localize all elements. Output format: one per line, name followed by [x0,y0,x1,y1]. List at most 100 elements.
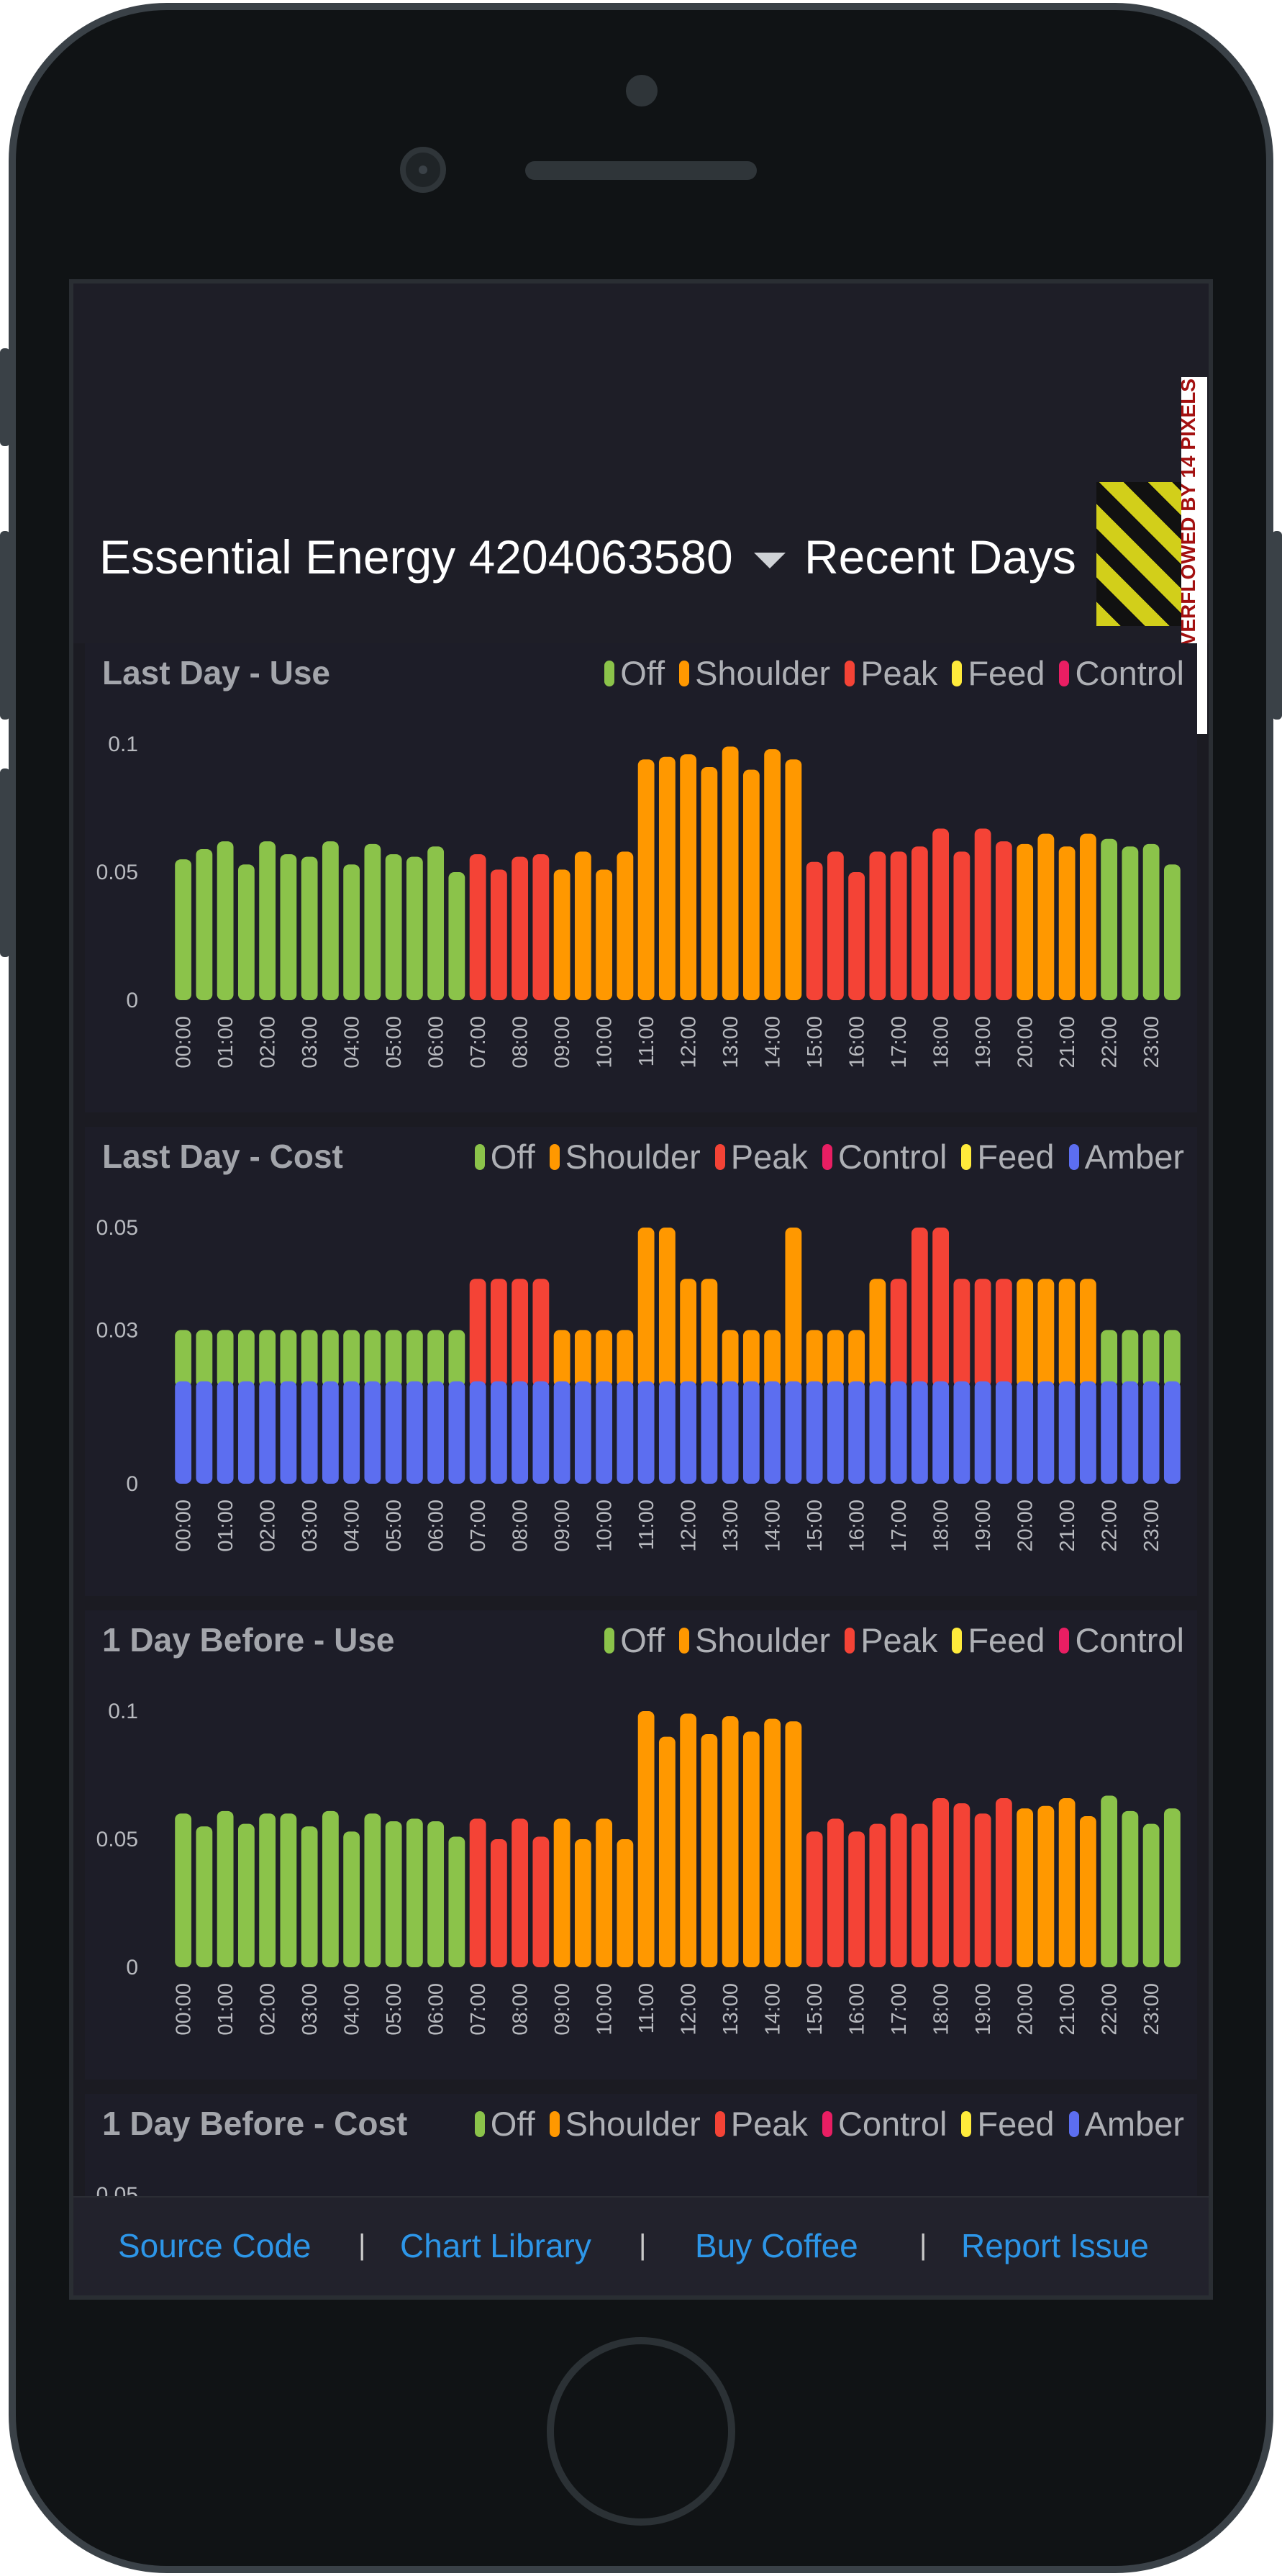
bar-amber[interactable] [1017,1381,1034,1484]
bar-shoulder[interactable] [764,1330,781,1387]
legend-item-off[interactable]: Off [604,653,665,693]
bar-peak[interactable] [953,1803,970,1967]
bar-off[interactable] [364,1330,381,1387]
bar-shoulder[interactable] [1079,1815,1096,1967]
bar-peak[interactable] [911,846,928,1000]
bar-peak[interactable] [995,1279,1012,1387]
legend-item-shoulder[interactable]: Shoulder [549,1137,701,1176]
bar-amber[interactable] [175,1381,192,1484]
bar-peak[interactable] [869,851,886,1000]
bar-off[interactable] [343,1831,360,1967]
bar-shoulder[interactable] [785,759,802,1000]
bar-shoulder[interactable] [658,1228,676,1387]
bar-shoulder[interactable] [827,1330,844,1387]
bar-shoulder[interactable] [637,759,655,1000]
bar-amber[interactable] [364,1381,381,1484]
legend-item-amber[interactable]: Amber [1068,2104,1184,2144]
bar-amber[interactable] [301,1381,318,1484]
bar-amber[interactable] [1101,1381,1118,1484]
bar-amber[interactable] [1163,1381,1181,1484]
bar-off[interactable] [175,859,192,1000]
bar-off[interactable] [301,856,318,1000]
bar-amber[interactable] [974,1381,991,1484]
bar-shoulder[interactable] [1037,833,1055,1000]
bar-peak[interactable] [532,1836,550,1967]
bar-shoulder[interactable] [1058,1279,1076,1387]
bar-peak[interactable] [532,1279,550,1387]
bar-off[interactable] [1163,864,1181,1000]
bar-off[interactable] [259,1330,276,1387]
bar-shoulder[interactable] [596,1330,613,1387]
bar-off[interactable] [406,1330,423,1387]
bar-off[interactable] [1142,1823,1160,1967]
bar-amber[interactable] [280,1381,297,1484]
bar-off[interactable] [1142,843,1160,1000]
bar-shoulder[interactable] [658,756,676,1000]
bar-peak[interactable] [953,851,970,1000]
bar-peak[interactable] [469,1279,486,1387]
bar-amber[interactable] [490,1381,507,1484]
bar-amber[interactable] [427,1381,445,1484]
bar-peak[interactable] [512,1279,529,1387]
bar-off[interactable] [1101,838,1118,1000]
bar-amber[interactable] [406,1381,423,1484]
bar-amber[interactable] [448,1381,465,1484]
bar-off[interactable] [1101,1330,1118,1387]
bar-amber[interactable] [722,1381,739,1484]
bar-amber[interactable] [848,1381,865,1484]
bar-peak[interactable] [953,1279,970,1387]
bar-off[interactable] [364,843,381,1000]
legend-item-shoulder[interactable]: Shoulder [549,2104,701,2144]
legend-item-shoulder[interactable]: Shoulder [679,653,830,693]
bar-amber[interactable] [1142,1381,1160,1484]
chart-library-link[interactable]: Chart Library [400,2227,591,2264]
bar-amber[interactable] [827,1381,844,1484]
bar-peak[interactable] [911,1823,928,1967]
bar-amber[interactable] [1122,1381,1139,1484]
bar-peak[interactable] [490,1839,507,1967]
bar-off[interactable] [237,864,255,1000]
bar-amber[interactable] [701,1381,718,1484]
legend-item-feed[interactable]: Feed [952,1620,1045,1660]
bar-off[interactable] [217,1330,234,1387]
bar-amber[interactable] [1037,1381,1055,1484]
bar-amber[interactable] [637,1381,655,1484]
bar-shoulder[interactable] [785,1228,802,1387]
bar-off[interactable] [280,854,297,1000]
bar-peak[interactable] [512,856,529,1000]
bar-off[interactable] [448,1836,465,1967]
bar-off[interactable] [343,864,360,1000]
bar-off[interactable] [427,1330,445,1387]
bar-amber[interactable] [322,1381,339,1484]
bar-amber[interactable] [806,1381,823,1484]
bar-shoulder[interactable] [596,1818,613,1967]
bar-off[interactable] [280,1813,297,1967]
bar-amber[interactable] [617,1381,634,1484]
bar-off[interactable] [1122,846,1139,1000]
bar-shoulder[interactable] [1037,1805,1055,1967]
bar-amber[interactable] [911,1381,928,1484]
bar-peak[interactable] [932,1228,950,1387]
bar-shoulder[interactable] [617,851,634,1000]
bar-off[interactable] [448,872,465,1000]
bar-off[interactable] [1122,1810,1139,1967]
home-button[interactable] [547,2337,735,2526]
bar-peak[interactable] [974,1279,991,1387]
bar-off[interactable] [196,848,213,1000]
bar-off[interactable] [364,1813,381,1967]
bar-off[interactable] [343,1330,360,1387]
legend-item-off[interactable]: Off [474,1137,535,1176]
legend-item-control[interactable]: Control [822,1137,947,1176]
bar-shoulder[interactable] [742,1731,760,1967]
legend-item-shoulder[interactable]: Shoulder [679,1620,830,1660]
bar-amber[interactable] [932,1381,950,1484]
bar-shoulder[interactable] [848,1330,865,1387]
bar-amber[interactable] [742,1381,760,1484]
bar-shoulder[interactable] [574,1839,591,1967]
bar-shoulder[interactable] [806,1330,823,1387]
bar-shoulder[interactable] [742,769,760,1000]
bar-amber[interactable] [764,1381,781,1484]
bar-peak[interactable] [890,851,907,1000]
bar-peak[interactable] [869,1823,886,1967]
bar-amber[interactable] [196,1381,213,1484]
